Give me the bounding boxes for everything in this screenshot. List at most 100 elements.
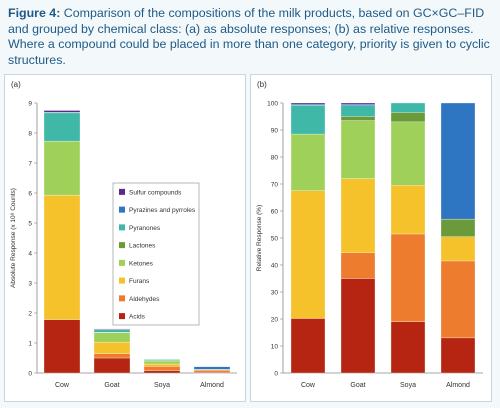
figure-caption-text: Comparison of the compositions of the mi… (8, 6, 490, 67)
bar-segment-sulfur-compounds-goat (93, 328, 131, 330)
y-tick-label: 0 (28, 371, 32, 378)
legend-swatch-acids (119, 313, 125, 320)
bar-segment-acids-cow (290, 318, 326, 374)
legend-swatch-sulfur-compounds (119, 188, 125, 195)
bar-segment-furans-goat (93, 341, 131, 354)
panel-label: (a) (11, 80, 21, 89)
bar-segment-pyranones-goat (93, 329, 131, 333)
panel-label: (b) (257, 80, 267, 89)
legend-label-sulfur-compounds: Sulfur compounds (129, 189, 182, 196)
x-tick-label-goat: Goat (104, 382, 119, 389)
y-tick-label: 80 (271, 155, 279, 162)
y-tick-label: 8 (28, 131, 32, 138)
bar-segment-sulfur-compounds-goat (340, 102, 376, 105)
y-tick-label: 10 (271, 344, 279, 351)
legend-swatch-furans (119, 277, 125, 284)
y-tick-label: 100 (267, 101, 278, 108)
bar-segment-pyrazines-and-pyrroles-goat (340, 104, 376, 106)
legend-label-aldehydes: Aldehydes (129, 296, 160, 303)
y-tick-label: 2 (28, 311, 32, 318)
bar-segment-aldehydes-soya (390, 233, 426, 322)
bar-segment-furans-soya (143, 363, 181, 367)
bar-segment-ketones-cow (43, 140, 81, 196)
bar-segment-sulfur-compounds-cow (43, 110, 81, 113)
chart-b-svg: (b) 0 10 20 30 40 50 60 70 80 90 100 Relative Respon… (256, 80, 483, 389)
y-tick-label: 9 (28, 101, 32, 108)
legend-swatch-pyrazines-and-pyrroles (119, 206, 125, 213)
bar-segment-acids-goat (93, 357, 131, 374)
figure-caption: Figure 4: Comparison of the compositions… (8, 6, 494, 68)
legend-swatch-lactones (119, 242, 125, 249)
y-tick-label: 0 (274, 371, 278, 378)
bar-segment-ketones-soya (143, 360, 181, 365)
y-axis-label: Absolute Response (x 10⁸ Counts) (10, 188, 17, 288)
bar-segment-sulfur-compounds-cow (290, 102, 326, 105)
bar-segment-aldehydes-soya (143, 366, 181, 371)
bar-segment-furans-soya (390, 185, 426, 235)
legend-label-pyrazines-and-pyrroles: Pyrazines and pyrroles (129, 207, 196, 214)
y-tick-label: 90 (271, 128, 279, 135)
bar-segment-aldehydes-goat (340, 252, 376, 279)
y-tick-label: 5 (28, 221, 32, 228)
bar-segment-pyranones-soya (390, 102, 426, 113)
y-tick-label: 6 (28, 191, 32, 198)
y-tick-label: 3 (28, 281, 32, 288)
legend-label-ketones: Ketones (129, 260, 154, 267)
bar-segment-furans-cow (43, 194, 81, 320)
legend-swatch-ketones (119, 259, 125, 266)
legend-label-pyranones: Pyranones (129, 225, 161, 232)
legend-label-lactones: Lactones (129, 243, 156, 250)
y-tick-label: 50 (271, 236, 279, 243)
legend-swatch-pyranones (119, 224, 125, 231)
chart-panel-a: (a) 0 1 2 3 4 5 6 7 8 9 Absolute Response (x 10⁸ Co… (4, 74, 246, 402)
legend-box (112, 182, 200, 326)
y-tick-label: 30 (271, 290, 279, 297)
legend-swatch-aldehydes (119, 295, 125, 302)
legend-label-furans: Furans (129, 278, 150, 285)
x-tick-label-cow: Cow (55, 382, 70, 389)
bar-segment-pyrazines-and-pyrroles-almond (440, 102, 476, 220)
y-tick-label: 1 (28, 341, 32, 348)
x-tick-label-cow: Cow (301, 382, 316, 389)
y-tick-label: 70 (271, 182, 279, 189)
bar-segment-aldehydes-almond (440, 260, 476, 339)
chart-a-svg: (a) 0 1 2 3 4 5 6 7 8 9 Absolute Response (x 10⁸ Co… (10, 80, 237, 389)
y-axis-label: Relative Response (%) (256, 205, 263, 271)
bar-segment-lactones-almond (440, 218, 476, 237)
bar-segment-lactones-soya (390, 112, 426, 123)
figure-number: Figure 4: (8, 6, 61, 20)
bar-segment-pyranones-soya (143, 359, 181, 361)
x-tick-label-soya: Soya (400, 382, 416, 389)
y-tick-label: 40 (271, 263, 279, 270)
bar-segment-ketones-cow (290, 133, 326, 191)
bar-segment-pyrazines-and-pyrroles-almond (193, 366, 231, 370)
bar-segment-furans-goat (340, 178, 376, 253)
bar-segment-furans-cow (290, 190, 326, 319)
bar-segment-acids-soya (390, 321, 426, 374)
bar-segment-acids-almond (440, 337, 476, 374)
bar-segment-aldehydes-goat (93, 353, 131, 359)
y-tick-label: 20 (271, 317, 279, 324)
bar-segment-aldehydes-almond (193, 370, 231, 373)
x-tick-label-almond: Almond (200, 382, 224, 389)
bar-segment-pyranones-goat (340, 105, 376, 117)
bar-segment-furans-almond (440, 236, 476, 262)
bar-segment-acids-soya (143, 370, 181, 374)
y-tick-label: 4 (28, 251, 32, 258)
y-tick-label: 60 (271, 209, 279, 216)
bar-segment-lactones-goat (340, 116, 376, 121)
y-tick-label: 7 (28, 161, 32, 168)
bar-segment-acids-goat (340, 278, 376, 374)
bar-segment-pyranones-cow (43, 112, 81, 142)
bar-segment-ketones-goat (340, 120, 376, 179)
chart-panel-b: (b) 0 10 20 30 40 50 60 70 80 90 100 Relative Respon… (250, 74, 492, 402)
bar-segment-pyranones-cow (290, 105, 326, 135)
x-tick-label-almond: Almond (446, 382, 470, 389)
legend-label-acids: Acids (129, 314, 146, 321)
x-tick-label-soya: Soya (154, 382, 170, 389)
x-tick-label-goat: Goat (350, 382, 365, 389)
bar-segment-acids-cow (43, 319, 81, 374)
bar-segment-ketones-goat (93, 332, 131, 343)
bar-segment-ketones-soya (390, 121, 426, 186)
